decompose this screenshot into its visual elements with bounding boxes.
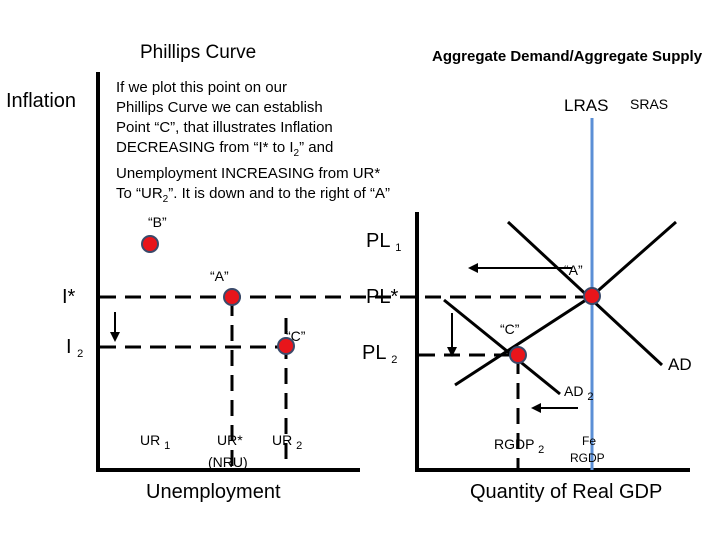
i-star-label: I* — [62, 286, 76, 308]
note-line-6-subscript: 2 — [162, 194, 169, 205]
note-line-6-end: ”. It is down and to the right of “A” — [168, 185, 391, 202]
pl-2-main: PL — [362, 342, 386, 364]
adas-point-c-label: “C” — [500, 321, 520, 337]
pl-1-main: PL — [366, 230, 390, 252]
note-line-3: Point “C”, that illustrates Inflation — [116, 119, 333, 136]
explanation-note: If we plot this point on our Phillips Cu… — [110, 76, 442, 212]
note-line-4: DECREASING from “I* to I2” and — [116, 138, 442, 164]
ad-2-label: AD 2 — [564, 383, 593, 403]
ur-2-subscript: 2 — [296, 440, 303, 452]
fe-rgdp-label: RGDP — [570, 451, 605, 465]
ur-2-main: UR — [272, 432, 293, 448]
ur-star-label: UR* — [217, 432, 243, 448]
note-line-2: Phillips Curve we can establish — [116, 99, 323, 116]
ad-2-subscript: 2 — [587, 391, 594, 403]
i-2-main: I — [66, 336, 72, 358]
fe-label: Fe — [582, 434, 597, 448]
real-gdp-axis-label: Quantity of Real GDP — [470, 481, 663, 503]
ad-2-main: AD — [564, 383, 584, 399]
ur-2-label: UR 2 — [272, 432, 302, 452]
ur-1-label: UR 1 — [140, 432, 170, 452]
unemployment-axis-label: Unemployment — [146, 481, 281, 503]
note-line-4-subscript: 2 — [293, 148, 300, 159]
sras-label: SRAS — [630, 96, 669, 112]
ur-1-main: UR — [140, 432, 161, 448]
point-b-label: “B” — [148, 214, 167, 230]
i-2-subscript: 2 — [77, 348, 84, 360]
lras-label: LRAS — [564, 96, 609, 115]
phillips-point-c — [277, 337, 295, 355]
note-line-6-text: To “UR — [116, 185, 163, 202]
point-c-label: “C” — [286, 328, 306, 344]
adas-point-a-label: “A” — [564, 262, 583, 278]
pl-2-label: PL 2 — [362, 342, 397, 366]
inflation-axis-label: Inflation — [6, 90, 77, 112]
note-line-5: Unemployment INCREASING from UR* — [116, 165, 381, 182]
adas-point-c — [509, 346, 527, 364]
phillips-point-b — [141, 235, 159, 253]
rgdp-2-label: RGDP 2 — [494, 436, 544, 456]
adas-title: Aggregate Demand/Aggregate Supply — [432, 48, 703, 65]
ad2-curve — [443, 298, 561, 396]
phillips-title: Phillips Curve — [140, 42, 257, 63]
note-line-1: If we plot this point on our — [116, 79, 287, 96]
sras-curve — [454, 220, 677, 387]
note-line-4-text: DECREASING from “I* to I — [116, 139, 294, 156]
rgdp-2-main: RGDP — [494, 436, 535, 452]
ad-label: AD — [668, 355, 692, 374]
ur-1-subscript: 1 — [164, 440, 171, 452]
rgdp-2-subscript: 2 — [538, 444, 545, 456]
adas-point-a — [583, 287, 601, 305]
phillips-point-a — [223, 288, 241, 306]
pl-1-label: PL 1 — [366, 230, 401, 254]
pl-1-subscript: 1 — [395, 242, 402, 254]
i-2-label: I 2 — [66, 336, 83, 360]
note-line-4-end: ” and — [299, 139, 334, 156]
pl-2-subscript: 2 — [391, 354, 398, 366]
pl-star-label: PL* — [366, 286, 399, 308]
nru-label: (NRU) — [208, 454, 248, 470]
point-a-label: “A” — [210, 268, 229, 284]
note-line-6: To “UR2”. It is down and to the right of… — [116, 184, 442, 210]
